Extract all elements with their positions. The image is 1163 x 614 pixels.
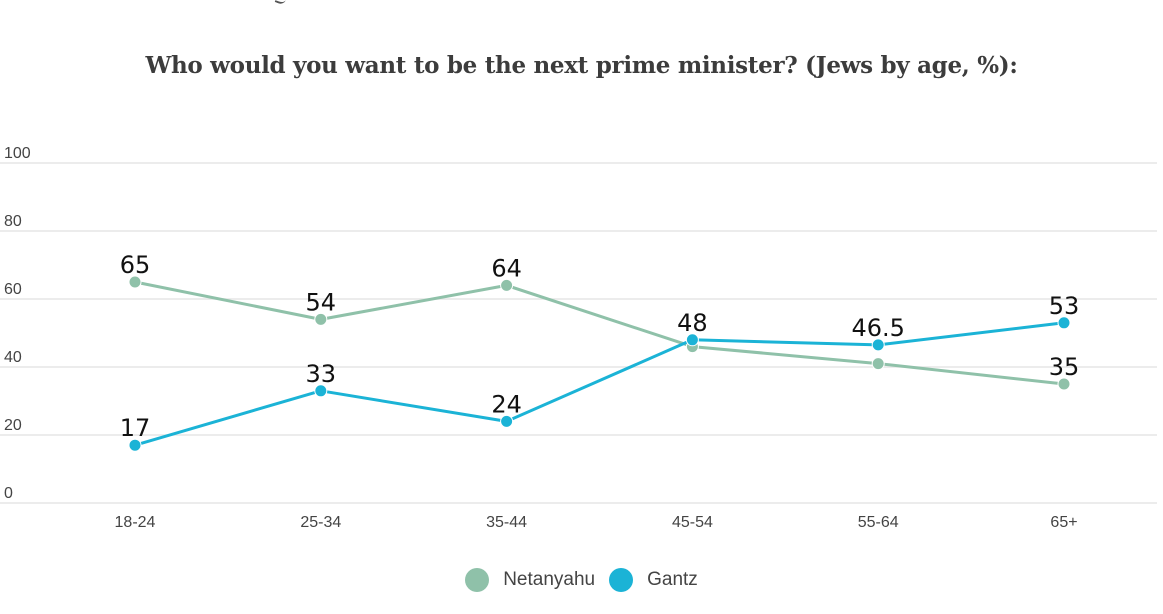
- grid-lines: [0, 162, 1157, 504]
- x-tick-label-18-24: 18-24: [115, 514, 156, 531]
- y-tick-label-60: 60: [4, 281, 22, 298]
- line-chart: 0 20 40 60 80 100 18-24 25-34 35-44 45-54 55-64 65…: [0, 145, 1157, 531]
- series-group: [128, 275, 1071, 452]
- legend-item-netanyahu[interactable]: Netanyahu: [465, 568, 595, 592]
- data-label-gantz-45-54: 48: [677, 309, 708, 337]
- data-label-gantz-18-24: 17: [120, 414, 151, 442]
- x-axis-ticks: 18-24 25-34 35-44 45-54 55-64 65+: [115, 514, 1078, 531]
- data-point-gantz-45-54: [685, 333, 699, 347]
- legend-item-gantz[interactable]: Gantz: [609, 568, 698, 592]
- legend-swatch-gantz: [609, 568, 634, 592]
- x-tick-label-55-64: 55-64: [858, 514, 899, 531]
- data-label-netanyahu-25-34: 54: [306, 288, 337, 316]
- series-line-netanyahu: [134, 280, 1065, 386]
- data-label-netanyahu-18-24: 65: [120, 251, 151, 279]
- data-point-gantz-65+: [1057, 316, 1071, 330]
- data-point-netanyahu-18-24: [128, 275, 142, 289]
- legend-label-netanyahu: Netanyahu: [503, 569, 596, 590]
- data-point-netanyahu-55-64: [871, 357, 885, 371]
- data-point-netanyahu-65+: [1057, 377, 1071, 391]
- data-labels: 65 54 64 35 17 33 24 48 46.5 53: [120, 251, 1080, 442]
- data-label-gantz-35-44: 24: [491, 390, 522, 418]
- data-label-netanyahu-35-44: 64: [491, 254, 522, 282]
- y-tick-label-0: 0: [4, 485, 13, 502]
- data-label-netanyahu-65+: 35: [1049, 353, 1080, 381]
- data-point-netanyahu-25-34: [314, 312, 328, 326]
- data-point-gantz-18-24: [128, 438, 142, 452]
- data-point-gantz-35-44: [500, 414, 514, 428]
- legend-label-gantz: Gantz: [647, 569, 698, 590]
- data-point-gantz-55-64: [871, 338, 885, 352]
- chart-title: Who would you want to be the next prime …: [145, 52, 1018, 79]
- legend: Netanyahu Gantz: [0, 568, 1163, 592]
- data-label-gantz-65+: 53: [1049, 292, 1080, 320]
- data-point-netanyahu-35-44: [500, 278, 514, 292]
- x-tick-label-65+: 65+: [1050, 514, 1077, 531]
- y-tick-label-100: 100: [4, 145, 31, 162]
- y-tick-label-20: 20: [4, 417, 22, 434]
- data-point-gantz-25-34: [314, 384, 328, 398]
- x-tick-label-25-34: 25-34: [300, 514, 341, 531]
- y-axis-ticks: 0 20 40 60 80 100: [4, 145, 31, 502]
- y-tick-label-80: 80: [4, 213, 22, 230]
- data-label-gantz-55-64: 46.5: [851, 314, 904, 342]
- x-tick-label-45-54: 45-54: [672, 514, 713, 531]
- series-line-gantz: [134, 321, 1065, 447]
- legend-swatch-netanyahu: [465, 568, 490, 592]
- data-label-gantz-25-34: 33: [306, 360, 337, 388]
- x-tick-label-35-44: 35-44: [486, 514, 527, 531]
- y-tick-label-40: 40: [4, 349, 22, 366]
